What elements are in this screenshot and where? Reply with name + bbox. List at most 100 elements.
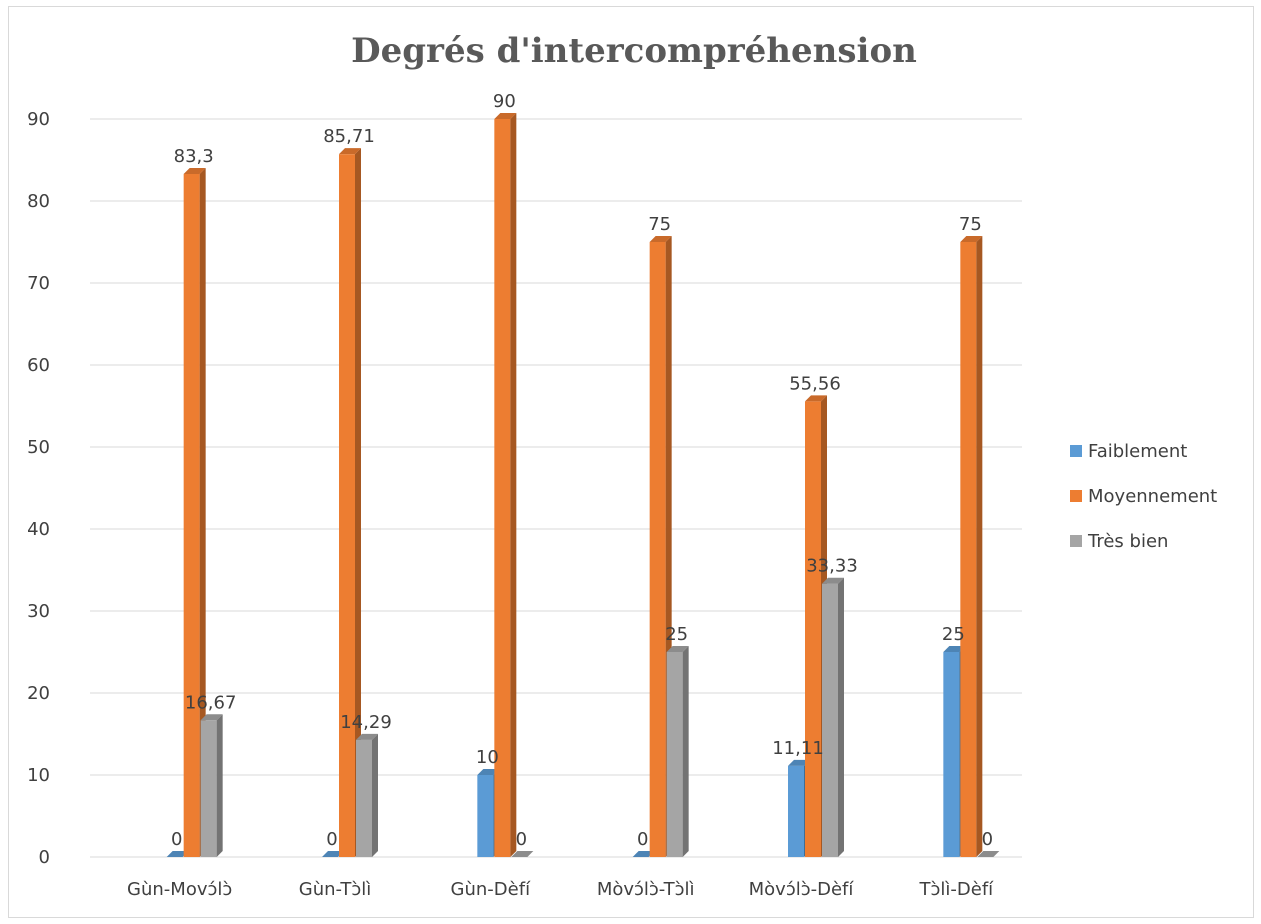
bar-side xyxy=(216,714,223,857)
bar-side xyxy=(976,236,983,857)
bar-front xyxy=(183,173,200,857)
legend-item: Très bien xyxy=(1070,531,1168,552)
bar-front xyxy=(200,720,217,857)
bar-front xyxy=(477,775,494,857)
legend: Faiblement Moyennement Très bien xyxy=(1070,441,1217,552)
legend-item: Faiblement xyxy=(1070,441,1187,462)
bar-top xyxy=(166,851,189,857)
bar xyxy=(511,851,534,857)
x-tick-label: Gùn-Tɔ̀lì xyxy=(299,879,372,900)
bar-top xyxy=(943,646,966,652)
x-tick-label: Tɔ̀lì-Dèfí xyxy=(919,879,995,900)
y-tick-label: 30 xyxy=(27,601,50,622)
bar-front xyxy=(666,652,683,857)
y-tick-label: 40 xyxy=(27,519,50,540)
chart-title: Degrés d'intercompréhension xyxy=(351,31,917,71)
legend-label: Très bien xyxy=(1087,531,1168,552)
bar-top xyxy=(822,577,844,584)
data-label: 33,33 xyxy=(806,556,858,577)
bar xyxy=(322,851,344,857)
bar-front xyxy=(339,154,355,858)
bar-top xyxy=(494,113,517,119)
data-labels: 0 83,3 16,67 0 85,71 14,29 10 90 0 0 75 25 11,11 55,5… xyxy=(171,91,993,850)
x-tick-label: Mòvɔ́lɔ̀-Dèfí xyxy=(749,879,855,900)
bar-front xyxy=(943,652,960,857)
data-label: 90 xyxy=(493,91,516,112)
bar-top xyxy=(477,769,500,775)
data-label: 16,67 xyxy=(185,692,237,713)
data-label: 0 xyxy=(326,829,337,850)
bar-top xyxy=(666,646,689,652)
bar-top xyxy=(649,236,672,242)
data-label: 75 xyxy=(959,214,982,235)
legend-label: Moyennement xyxy=(1088,486,1217,507)
data-label: 0 xyxy=(516,829,527,850)
bar-front xyxy=(805,401,821,857)
data-label: 14,29 xyxy=(340,712,392,733)
bars xyxy=(166,113,1000,858)
bar-front xyxy=(822,583,838,857)
bar-front xyxy=(960,242,977,857)
bar xyxy=(632,851,655,857)
bar xyxy=(960,236,983,857)
bar-top xyxy=(356,733,378,740)
x-tick-label: Gùn-Movɔ́lɔ̀ xyxy=(127,879,232,900)
y-tick-label: 50 xyxy=(27,437,50,458)
data-label: 83,3 xyxy=(174,146,214,167)
bar-top xyxy=(322,851,344,857)
bar-top xyxy=(788,759,810,766)
bar xyxy=(200,714,223,857)
x-tick-label: Mòvɔ́lɔ̀-Tɔ̀lì xyxy=(597,879,695,900)
y-tick-label: 20 xyxy=(27,683,50,704)
y-tick-label: 80 xyxy=(27,191,50,212)
bar xyxy=(166,851,189,857)
bar-top xyxy=(805,395,827,402)
data-label: 25 xyxy=(942,624,965,645)
bar-side xyxy=(199,167,206,857)
bar-side xyxy=(510,113,517,857)
data-label: 25 xyxy=(665,624,688,645)
bar xyxy=(822,577,844,857)
bar xyxy=(977,851,1000,857)
bar xyxy=(183,167,206,857)
y-tick-label: 60 xyxy=(27,355,50,376)
data-label: 11,11 xyxy=(772,738,824,759)
y-axis: 0 10 20 30 40 50 60 70 80 90 xyxy=(27,109,50,868)
x-axis: Gùn-Movɔ́lɔ̀ Gùn-Tɔ̀lì Gùn-Dèfí Mòvɔ́lɔ̀-Tɔ… xyxy=(127,879,994,900)
bar-front xyxy=(356,739,372,857)
bar xyxy=(356,733,378,857)
bar xyxy=(666,646,689,857)
bar-front xyxy=(649,242,666,857)
bar-side xyxy=(682,646,689,857)
bar-side xyxy=(355,148,361,858)
y-tick-label: 90 xyxy=(27,109,50,130)
data-label: 85,71 xyxy=(323,126,375,147)
bar-top xyxy=(339,148,361,155)
data-label: 55,56 xyxy=(789,373,841,394)
data-label: 10 xyxy=(476,747,499,768)
y-tick-label: 10 xyxy=(27,765,50,786)
data-label: 0 xyxy=(637,829,648,850)
bar-top xyxy=(200,714,223,721)
bar xyxy=(339,148,361,858)
bar-front xyxy=(494,119,511,857)
x-tick-label: Gùn-Dèfí xyxy=(451,879,532,900)
bar-front xyxy=(788,765,804,857)
data-label: 0 xyxy=(982,829,993,850)
bar-side xyxy=(372,733,378,857)
y-tick-label: 70 xyxy=(27,273,50,294)
bar-top xyxy=(632,851,655,857)
legend-swatch xyxy=(1070,445,1082,457)
bar-top xyxy=(977,851,1000,857)
y-tick-label: 0 xyxy=(39,847,50,868)
bar-side xyxy=(838,577,844,857)
gridlines xyxy=(90,118,1022,858)
bar-top xyxy=(960,236,983,242)
legend-label: Faiblement xyxy=(1088,441,1187,462)
bar xyxy=(494,113,517,857)
data-label: 75 xyxy=(648,214,671,235)
legend-swatch xyxy=(1070,490,1082,502)
bar-top xyxy=(511,851,534,857)
data-label: 0 xyxy=(171,829,182,850)
